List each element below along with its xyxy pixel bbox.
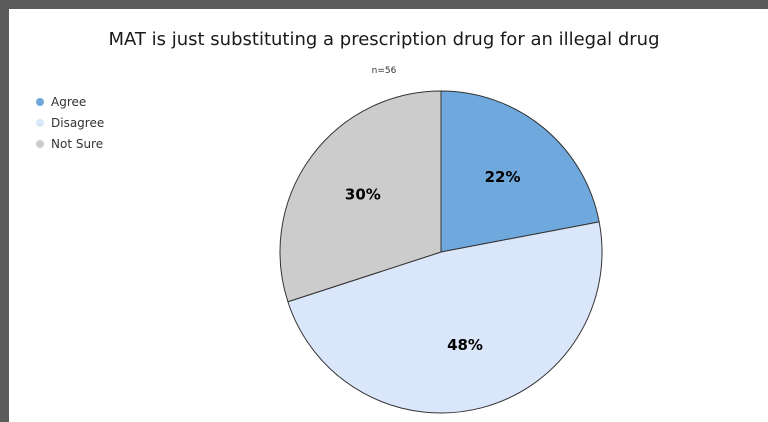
legend-item-agree[interactable]: Agree	[36, 91, 104, 112]
legend-item-disagree[interactable]: Disagree	[36, 112, 104, 133]
legend-item-not-sure[interactable]: Not Sure	[36, 133, 104, 154]
legend-label-agree: Agree	[51, 94, 87, 109]
legend-swatch-agree	[36, 97, 44, 106]
chart-subtitle: n=56	[371, 66, 397, 76]
legend-label-not-sure: Not Sure	[51, 136, 104, 151]
pie-slice-disagree[interactable]	[287, 221, 603, 414]
legend-swatch-not-sure	[36, 139, 44, 148]
data-label-disagree: 48%	[447, 336, 483, 354]
legend: Agree Disagree Not Sure	[36, 91, 104, 154]
legend-swatch-disagree	[36, 118, 44, 127]
pie-slice-not-sure[interactable]	[279, 90, 442, 303]
data-label-not-sure: 30%	[345, 186, 381, 204]
pie-slice-agree[interactable]	[440, 90, 600, 253]
legend-label-disagree: Disagree	[51, 115, 105, 130]
chart-title: MAT is just substituting a prescription …	[108, 29, 660, 50]
data-label-agree: 22%	[485, 168, 521, 186]
